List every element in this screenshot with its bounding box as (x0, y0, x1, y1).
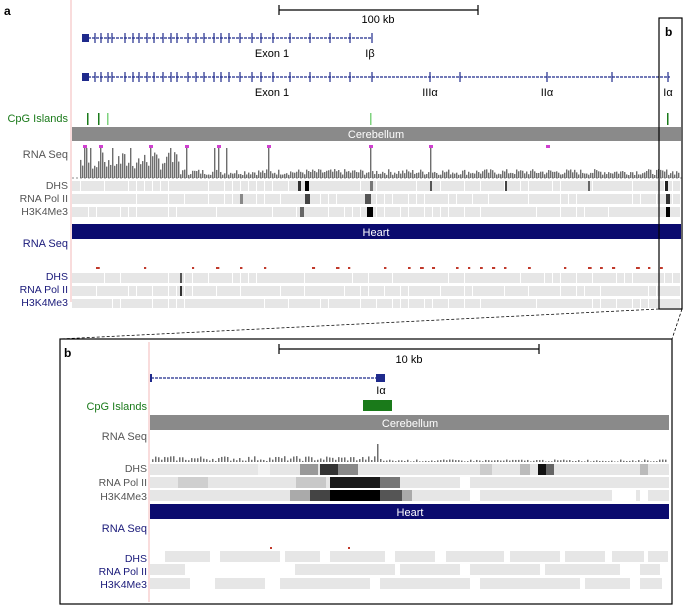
cerebellum-bar-b (150, 415, 669, 430)
heart-pol2-track-a (72, 286, 680, 296)
rna-seq-label-a: RNA Seq (23, 149, 68, 161)
cpg-label-a: CpG Islands (7, 113, 68, 125)
transcript-2: Exon 1 IIIα IIα Iα (82, 72, 673, 99)
heart-h3k4-label-a: H3K4Me3 (21, 297, 68, 309)
scale-label-a: 100 kb (361, 14, 394, 26)
rna-seq-track-b (152, 444, 667, 462)
h3k4-track-a (72, 207, 680, 217)
heart-pol2-track-b (150, 564, 660, 575)
heart-h3k4-track-a (72, 299, 680, 308)
cpg-label-b: CpG Islands (86, 401, 147, 413)
pol2-label-a: RNA Pol II (20, 193, 68, 205)
peak-marker (185, 145, 189, 148)
heart-bar-b (150, 504, 669, 519)
scale-bar-a: 100 kb (278, 5, 479, 26)
heart-rna-seq-track-b (270, 547, 350, 549)
cerebellum-bar-a (72, 127, 681, 141)
exon-ia-label-b: Iα (376, 385, 386, 397)
pol2-label-b: RNA Pol II (99, 477, 147, 489)
heart-pol2-label-a: RNA Pol II (20, 284, 68, 296)
transcript-2-iia-label: IIα (541, 87, 554, 99)
zoom-connector-left (59, 308, 660, 340)
transcript-2-ia-label: Iα (663, 87, 673, 99)
heart-pol2-label-b: RNA Pol II (99, 566, 147, 578)
dhs-track-a (72, 181, 680, 191)
peak-marker (267, 145, 271, 148)
heart-h3k4-label-b: H3K4Me3 (100, 579, 147, 591)
scale-label-b: 10 kb (396, 354, 423, 366)
dhs-label-b: DHS (125, 463, 147, 475)
zoom-box-b (658, 17, 683, 310)
transcript-2-exon1-label: Exon 1 (255, 87, 289, 99)
h3k4-track-b (150, 490, 669, 501)
peak-marker (369, 145, 373, 148)
pol2-track-b (150, 477, 669, 488)
cpg-island-b (363, 400, 392, 411)
heart-h3k4-track-b (150, 578, 662, 589)
cerebellum-label-b: Cerebellum (382, 418, 438, 430)
cpg-islands-track-a (87, 113, 669, 125)
h3k4-label-a: H3K4Me3 (21, 206, 68, 218)
panel-b-letter: b (64, 346, 71, 360)
heart-bar-a (72, 224, 681, 239)
h3k4-label-b: H3K4Me3 (100, 491, 147, 503)
rna-seq-label-b: RNA Seq (102, 431, 147, 443)
peak-marker (429, 145, 433, 148)
transcript-1-exon1-label: Exon 1 (255, 48, 289, 60)
scale-bar-b: 10 kb (278, 344, 540, 366)
heart-dhs-track-a (72, 273, 680, 283)
peak-marker (217, 145, 221, 148)
peak-marker (149, 145, 153, 148)
zoom-box-letter: b (665, 25, 672, 39)
heart-label-b: Heart (397, 507, 424, 519)
heart-label-a: Heart (363, 227, 390, 239)
heart-rna-seq-label-b: RNA Seq (102, 523, 147, 535)
pol2-track-a (72, 194, 680, 204)
transcript-1: Exon 1 Iβ (82, 33, 375, 60)
heart-rna-seq-label-a: RNA Seq (23, 238, 68, 250)
rna-seq-track-a (80, 145, 680, 178)
dhs-track-b (150, 464, 669, 475)
transcript-b: Iα (150, 374, 386, 397)
panel-a-letter: a (4, 4, 11, 18)
peak-marker (546, 145, 550, 148)
heart-rna-seq-track-a (96, 267, 663, 269)
heart-dhs-label-a: DHS (46, 271, 68, 283)
peak-marker (99, 145, 103, 148)
dhs-label-a: DHS (46, 180, 68, 192)
heart-dhs-label-b: DHS (125, 553, 147, 565)
cerebellum-label-a: Cerebellum (348, 129, 404, 141)
panel-b: b 10 kb Iα CpG Islands Cerebellum RNA Se… (59, 338, 673, 605)
transcript-1-ib-label: Iβ (365, 48, 374, 60)
transcript-2-iiia-label: IIIα (422, 87, 438, 99)
peak-marker (83, 145, 87, 148)
zoom-connector-right (671, 308, 683, 340)
panel-a: a 100 kb Exon 1 Iβ Exon 1 IIIα IIα Iα (4, 0, 683, 310)
heart-dhs-track-b (165, 551, 668, 562)
